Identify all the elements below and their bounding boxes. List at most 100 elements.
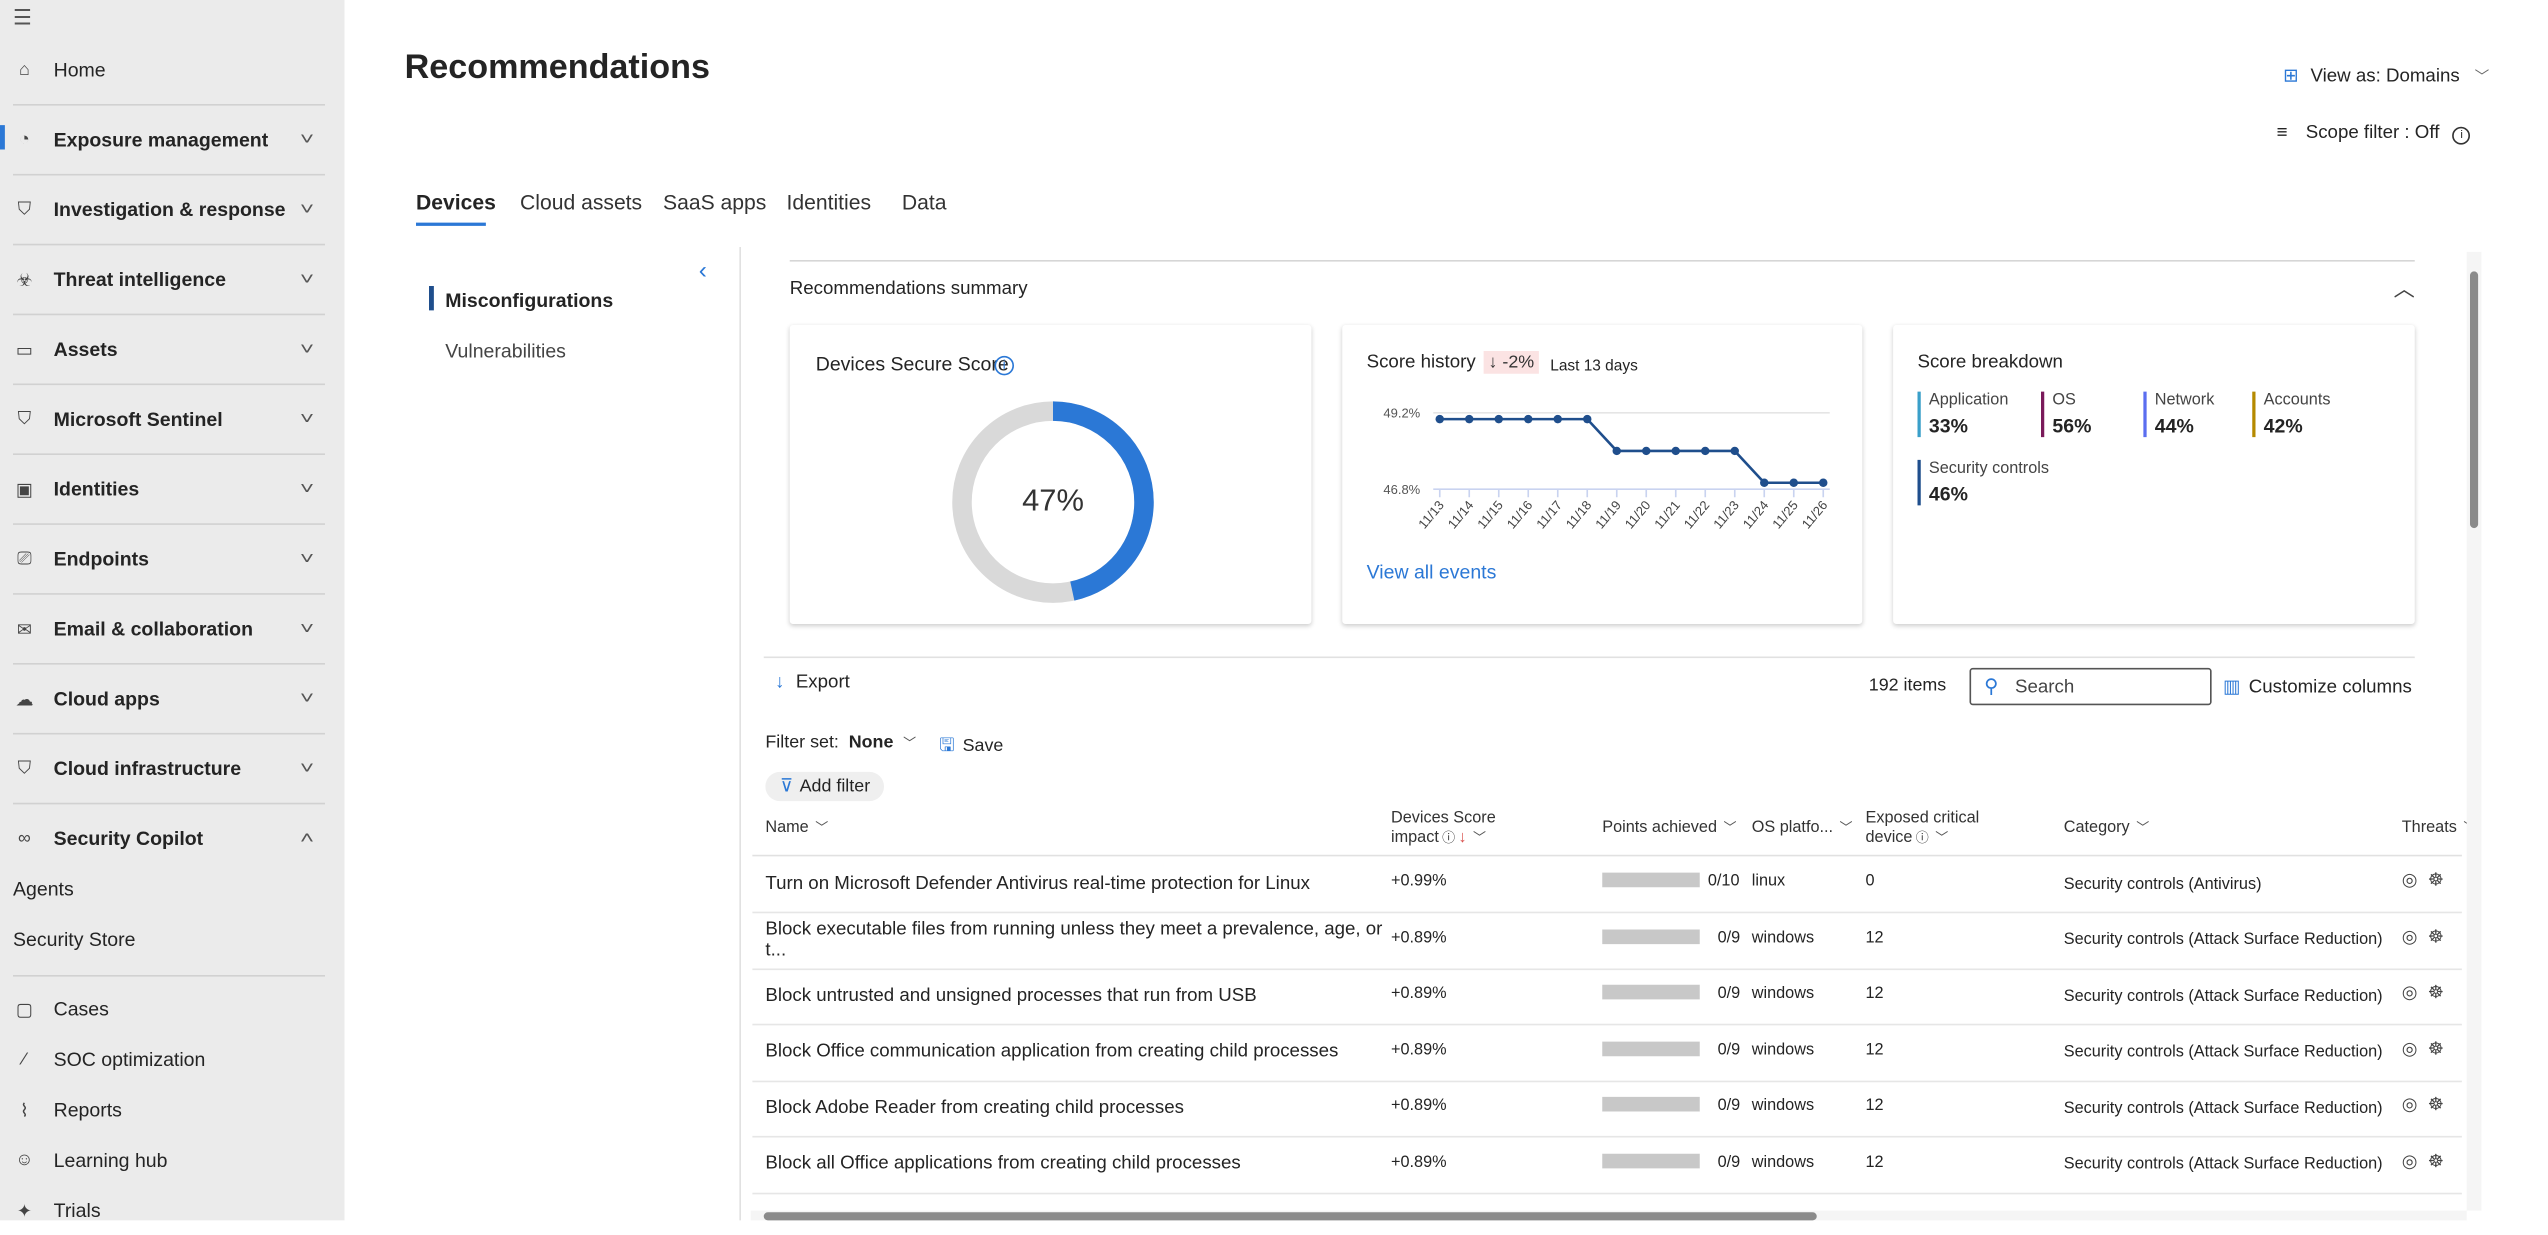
threat-target-icon[interactable]: ◎ (2401, 871, 2418, 891)
data-point[interactable] (1494, 414, 1503, 424)
column-header[interactable]: OS platfo... ﹀ (1752, 808, 1859, 850)
table-row[interactable]: Block Adobe Reader from creating child p… (752, 1081, 2462, 1138)
table-row[interactable]: Block Office communication application f… (752, 1025, 2462, 1082)
data-point[interactable] (1642, 446, 1651, 456)
chevron-up-icon[interactable]: ˄ (299, 829, 315, 848)
filter-set-dropdown[interactable]: Filter set: None ﹀ (765, 733, 916, 753)
column-header[interactable]: Devices Score impact ⓘ ↓ ﹀ (1391, 808, 1593, 850)
sidebar-item[interactable]: ◔ Exposure management ˅ (0, 115, 345, 164)
search-input[interactable]: ⚲ Search (1969, 667, 2212, 706)
threat-target-icon[interactable]: ◎ (2401, 1095, 2418, 1115)
data-point[interactable] (1701, 446, 1710, 456)
horizontal-scrollbar[interactable] (750, 1210, 2467, 1221)
recommendation-name[interactable]: Block untrusted and unsigned processes t… (765, 985, 1257, 1006)
recommendation-name[interactable]: Turn on Microsoft Defender Antivirus rea… (765, 873, 1310, 893)
info-icon[interactable]: i (2452, 126, 2471, 145)
chevron-down-icon[interactable]: ˅ (299, 759, 315, 778)
vertical-scroll-thumb[interactable] (2470, 271, 2479, 529)
data-point[interactable] (1819, 478, 1828, 487)
column-header[interactable]: Points achieved ﹀ (1602, 808, 1745, 850)
sidebar-item[interactable]: ∞ Security Copilot ˄ (0, 814, 345, 863)
info-icon[interactable]: ⓘ (1915, 830, 1929, 845)
info-icon[interactable]: ⓘ (1442, 830, 1456, 845)
data-point[interactable] (1465, 414, 1474, 424)
sidebar-item[interactable]: ▭ Assets ˅ (0, 325, 345, 374)
threat-target-icon[interactable]: ◎ (2401, 1039, 2418, 1059)
chevron-down-icon[interactable]: ﹀ (1935, 830, 1949, 845)
sidebar-subitem[interactable]: Agents (0, 865, 345, 914)
sidebar-item[interactable]: ▣ Identities ˅ (0, 465, 345, 514)
bug-icon[interactable]: ☸ (2427, 1095, 2444, 1115)
tab[interactable]: Devices (416, 190, 496, 215)
sidebar-item[interactable]: ▢ Cases (0, 985, 345, 1034)
chevron-down-icon[interactable]: ˅ (299, 130, 315, 149)
sidebar-item[interactable]: ⌇ Reports (0, 1086, 345, 1135)
customize-columns-button[interactable]: ▥ Customize columns (2223, 674, 2412, 698)
chevron-down-icon[interactable]: ˅ (299, 689, 315, 708)
data-point[interactable] (1524, 414, 1533, 424)
threat-target-icon[interactable]: ◎ (2401, 983, 2418, 1003)
column-header[interactable]: Exposed critical device ⓘ ﹀ (1866, 808, 2055, 850)
table-row[interactable]: Block untrusted and unsigned processes t… (752, 969, 2462, 1026)
data-point[interactable] (1789, 478, 1798, 487)
view-as-dropdown[interactable]: ⊞ View as: Domains ﹀ (2283, 63, 2489, 87)
column-header[interactable]: Category ﹀ (2064, 808, 2389, 850)
data-point[interactable] (1671, 446, 1680, 456)
tab[interactable]: SaaS apps (663, 190, 767, 215)
info-icon[interactable]: i (994, 355, 1014, 376)
tab[interactable]: Cloud assets (520, 190, 643, 215)
data-point[interactable] (1435, 414, 1444, 424)
recommendation-name[interactable]: Block Adobe Reader from creating child p… (765, 1097, 1184, 1118)
data-point[interactable] (1583, 414, 1592, 424)
data-point[interactable] (1730, 446, 1739, 456)
chevron-down-icon[interactable]: ﹀ (2136, 820, 2150, 836)
chevron-down-icon[interactable]: ˅ (299, 200, 315, 219)
column-header[interactable]: Name ﹀ (765, 808, 1366, 850)
subnav-vulnerabilities[interactable]: Vulnerabilities (445, 339, 566, 363)
bug-icon[interactable]: ☸ (2427, 1039, 2444, 1059)
table-row[interactable]: Block all Office applications from creat… (752, 1137, 2462, 1194)
recommendation-name[interactable]: Block executable files from running unle… (765, 918, 1383, 960)
sidebar-item[interactable]: ⌂ Home (0, 46, 345, 95)
collapse-summary-chevron-icon[interactable]: ︿ (2393, 276, 2415, 301)
bug-icon[interactable]: ☸ (2427, 871, 2444, 891)
sidebar-item[interactable]: ☺ Learning hub (0, 1136, 345, 1185)
recommendation-name[interactable]: Block Office communication application f… (765, 1041, 1339, 1062)
subnav-misconfigurations[interactable]: Misconfigurations (445, 289, 614, 312)
hamburger-menu-icon[interactable]: ☰ (13, 4, 32, 30)
save-button[interactable]: 🖫 Save (939, 731, 1003, 762)
sidebar-item[interactable]: ⛉ Cloud infrastructure ˅ (0, 744, 345, 793)
sidebar-item[interactable]: ☁ Cloud apps ˅ (0, 674, 345, 723)
sidebar-subitem[interactable]: Security Store (0, 915, 345, 964)
add-filter-button[interactable]: ⊽ Add filter (765, 771, 885, 802)
threat-target-icon[interactable]: ◎ (2401, 1151, 2418, 1171)
chevron-down-icon[interactable]: ˅ (299, 480, 315, 499)
data-point[interactable] (1760, 478, 1769, 487)
collapse-panel-chevron-icon[interactable]: ‹ (698, 256, 707, 285)
chevron-down-icon[interactable]: ˅ (299, 550, 315, 568)
table-row[interactable]: Turn on Microsoft Defender Antivirus rea… (752, 856, 2462, 914)
chevron-down-icon[interactable]: ﹀ (1723, 820, 1737, 836)
sidebar-item[interactable]: ✉ Email & collaboration ˅ (0, 605, 345, 654)
vertical-scrollbar[interactable] (2466, 251, 2482, 1211)
column-header[interactable]: Threats﹀ (2402, 808, 2477, 850)
data-point[interactable] (1612, 446, 1621, 456)
sidebar-item[interactable]: ⎚ Endpoints ˅ (0, 535, 345, 584)
chevron-down-icon[interactable]: ˅ (299, 270, 315, 289)
sidebar-item[interactable]: ⁄ SOC optimization (0, 1035, 345, 1084)
horizontal-scroll-thumb[interactable] (763, 1212, 1817, 1221)
sort-descending-icon[interactable]: ↓ (1458, 828, 1467, 847)
recommendation-name[interactable]: Block all Office applications from creat… (765, 1153, 1241, 1174)
chevron-down-icon[interactable]: ˅ (299, 619, 315, 638)
bug-icon[interactable]: ☸ (2427, 1151, 2444, 1171)
scope-filter[interactable]: ≡ Scope filter : Off i (2277, 124, 2471, 145)
table-row[interactable]: Block executable files from running unle… (752, 912, 2462, 970)
chevron-down-icon[interactable]: ˅ (299, 410, 315, 429)
tab[interactable]: Data (901, 190, 947, 215)
threat-target-icon[interactable]: ◎ (2401, 927, 2418, 947)
chevron-down-icon[interactable]: ﹀ (1472, 830, 1486, 845)
tab[interactable]: Identities (786, 190, 872, 215)
chevron-down-icon[interactable]: ﹀ (815, 820, 829, 836)
sidebar-item[interactable]: ☣ Threat intelligence ˅ (0, 255, 345, 304)
sidebar-item[interactable]: ⛉ Microsoft Sentinel ˅ (0, 395, 345, 444)
